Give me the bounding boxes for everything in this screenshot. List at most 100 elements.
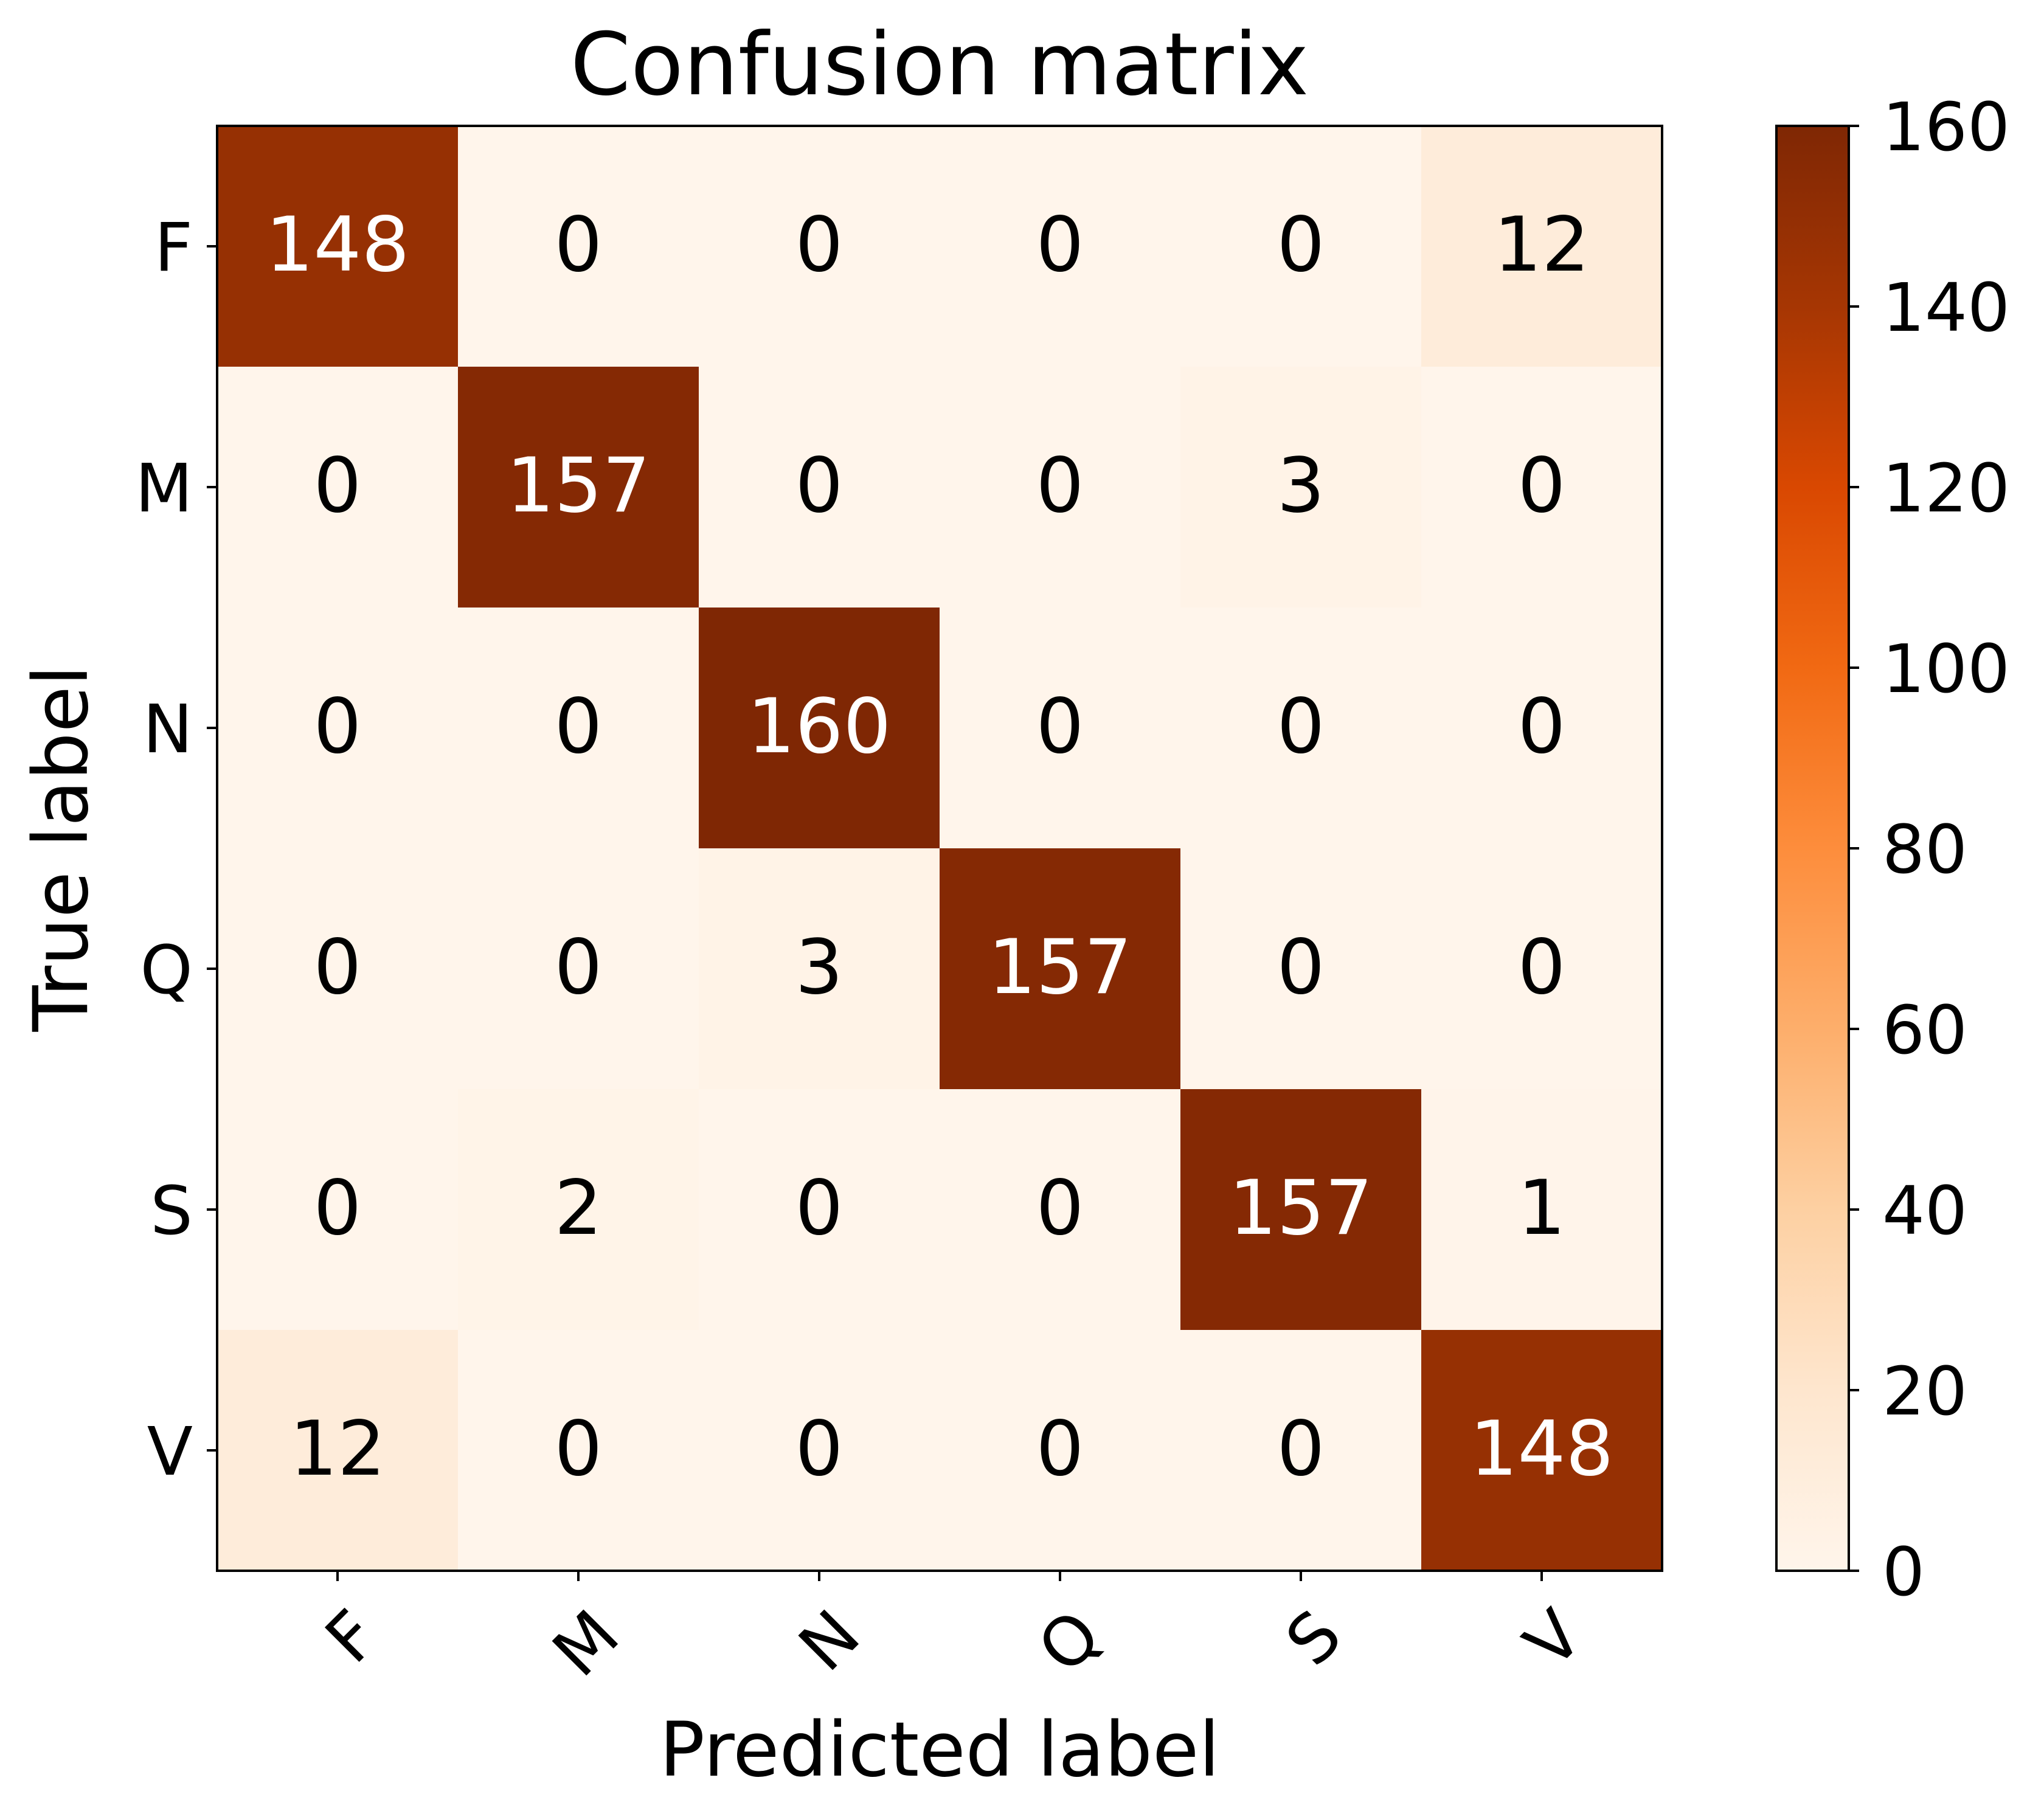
cell-value-label: 0 [1277, 1405, 1325, 1493]
cell-value-label: 0 [1277, 201, 1325, 289]
heatmap-cell [699, 848, 940, 1090]
heatmap-cell [1421, 126, 1663, 367]
cell-value-label: 3 [795, 924, 844, 1011]
x-tick-label: V [1509, 1596, 1597, 1683]
y-tick-label: V [147, 1413, 193, 1490]
heatmap-cell [217, 367, 459, 608]
heatmap-cell [458, 126, 699, 367]
cell-value-label: 157 [1229, 1165, 1373, 1252]
y-tick-label: F [154, 209, 193, 286]
heatmap-cell [1180, 367, 1422, 608]
cell-value-label: 0 [555, 1405, 603, 1493]
cell-value-label: 0 [314, 924, 362, 1011]
cell-value-label: 148 [1470, 1405, 1614, 1493]
heatmap-cell [699, 367, 940, 608]
heatmap-cell [1180, 1330, 1422, 1571]
heatmap-cell [458, 608, 699, 849]
colorbar-tick-label: 140 [1882, 269, 2010, 347]
x-tick-label: F [311, 1596, 393, 1678]
cell-value-label: 0 [1518, 924, 1566, 1011]
cell-value-label: 0 [795, 442, 844, 530]
cell-value-label: 3 [1277, 442, 1325, 530]
heatmap-cell [940, 367, 1181, 608]
heatmap-cell [1180, 1089, 1422, 1331]
cell-value-label: 12 [289, 1405, 386, 1493]
heatmap-cell [217, 608, 459, 849]
heatmap-cell [1180, 848, 1422, 1090]
cell-value-label: 0 [555, 924, 603, 1011]
cell-value-label: 0 [1277, 924, 1325, 1011]
heatmap-cell [1180, 608, 1422, 849]
heatmap-cell [699, 608, 940, 849]
x-tick-label: S [1271, 1596, 1356, 1681]
colorbar-tick-label: 160 [1882, 88, 2010, 166]
cell-value-label: 0 [314, 1165, 362, 1252]
heatmap-cell [699, 1330, 940, 1571]
y-tick-label: S [150, 1172, 193, 1250]
heatmap-cell [217, 126, 459, 367]
x-axis-label: Predicted label [659, 1706, 1219, 1794]
heatmap-cells [217, 126, 1663, 1571]
y-tick-label: Q [140, 931, 193, 1009]
cell-value-label: 148 [266, 201, 410, 289]
colorbar-tick-label: 100 [1882, 630, 2010, 708]
heatmap-cell [1421, 367, 1663, 608]
heatmap-cell [940, 848, 1181, 1090]
y-axis-label: True label [18, 665, 105, 1033]
colorbar-tick-label: 80 [1882, 811, 1967, 888]
colorbar-tick-label: 0 [1882, 1533, 1925, 1611]
heatmap-cell [1421, 848, 1663, 1090]
heatmap-cell [940, 1089, 1181, 1331]
heatmap-cell [217, 848, 459, 1090]
cell-value-label: 0 [1277, 683, 1325, 770]
cell-value-label: 0 [1036, 1405, 1084, 1493]
heatmap-cell [1421, 1089, 1663, 1331]
heatmap-cell [1180, 126, 1422, 367]
x-tick-label: M [538, 1596, 634, 1692]
heatmap-cell [458, 1089, 699, 1331]
x-tick-label: N [784, 1596, 875, 1686]
colorbar-tick-label: 40 [1882, 1172, 1967, 1250]
cell-value-label: 160 [747, 683, 892, 770]
heatmap-cell [458, 848, 699, 1090]
heatmap-cell [940, 1330, 1181, 1571]
chart-title: Confusion matrix [570, 15, 1309, 115]
y-axis-ticks: F M N Q S V [135, 209, 217, 1490]
cell-value-label: 0 [555, 201, 603, 289]
colorbar-tick-label: 120 [1882, 449, 2010, 527]
heatmap-cell [940, 126, 1181, 367]
plot-frame [216, 125, 1663, 1572]
heatmap-cell [1421, 608, 1663, 849]
cell-value-label: 0 [795, 201, 844, 289]
cell-value-label: 0 [1036, 1165, 1084, 1252]
cell-value-label: 0 [795, 1405, 844, 1493]
cell-value-label: 157 [507, 442, 651, 530]
cell-value-label: 0 [314, 683, 362, 770]
colorbar-tick-label: 20 [1882, 1352, 1967, 1430]
heatmap-cell [1421, 1330, 1663, 1571]
cell-value-labels: 148 0 0 0 0 12 0 157 0 0 3 0 0 0 160 0 0 0 0 0 3 157 0 0 0 2 0 0 157… [266, 201, 1614, 1493]
heatmap-cell [458, 1330, 699, 1571]
colorbar [1775, 125, 1850, 1572]
cell-value-label: 0 [1518, 683, 1566, 770]
colorbar-ticks: 0 20 40 60 80 100 120 140 160 [1849, 88, 2010, 1611]
cell-value-label: 0 [314, 442, 362, 530]
y-tick-label: M [135, 449, 193, 527]
x-tick-label: Q [1023, 1596, 1115, 1688]
heatmap-cell [217, 1089, 459, 1331]
cell-value-label: 0 [795, 1165, 844, 1252]
heatmap-cell [699, 126, 940, 367]
heatmap-cell [699, 1089, 940, 1331]
cell-value-label: 0 [1518, 442, 1566, 530]
cell-value-label: 12 [1494, 201, 1590, 289]
cell-value-label: 2 [555, 1165, 603, 1252]
heatmap-cell [217, 1330, 459, 1571]
cell-value-label: 0 [1036, 442, 1084, 530]
colorbar-tick-label: 60 [1882, 991, 1967, 1069]
cell-value-label: 157 [988, 924, 1132, 1011]
heatmap-cell [940, 608, 1181, 849]
cell-value-label: 0 [1036, 683, 1084, 770]
